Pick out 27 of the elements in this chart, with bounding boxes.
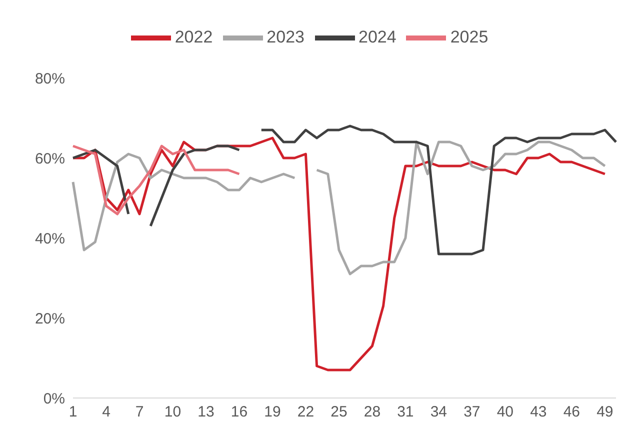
x-tick-label: 19 xyxy=(264,404,281,421)
x-tick-label: 28 xyxy=(364,404,381,421)
x-tick-label: 34 xyxy=(430,404,448,421)
x-tick-label: 43 xyxy=(530,404,547,421)
x-tick-label: 13 xyxy=(198,404,214,421)
legend-label: 2023 xyxy=(266,27,304,46)
y-tick-label: 0% xyxy=(43,390,65,408)
y-tick-label: 40% xyxy=(34,230,65,248)
y-tick-label: 60% xyxy=(34,150,65,168)
x-tick-label: 22 xyxy=(297,404,314,421)
legend-label: 2022 xyxy=(174,27,213,46)
x-tick-label: 4 xyxy=(102,404,110,421)
y-tick-label: 20% xyxy=(34,310,65,328)
x-tick-label: 37 xyxy=(464,404,480,421)
x-tick-label: 49 xyxy=(596,404,614,421)
x-tick-label: 46 xyxy=(563,404,580,421)
x-tick-label: 31 xyxy=(397,404,414,421)
x-tick-label: 16 xyxy=(230,404,248,421)
x-tick-label: 40 xyxy=(496,404,514,421)
legend-label: 2025 xyxy=(450,27,488,46)
x-tick-label: 1 xyxy=(68,404,78,421)
x-tick-label: 7 xyxy=(135,404,144,421)
line-series xyxy=(72,144,240,216)
x-tick-label: 25 xyxy=(330,404,348,421)
x-tick-label: 10 xyxy=(164,404,182,421)
y-tick-label: 80% xyxy=(34,70,65,88)
legend-label: 2024 xyxy=(358,27,396,46)
